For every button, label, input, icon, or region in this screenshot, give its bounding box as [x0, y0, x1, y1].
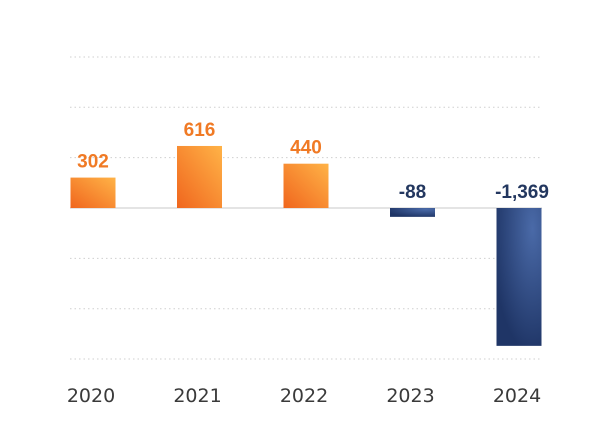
bars — [70, 145, 542, 346]
bar-2024 — [496, 208, 542, 346]
value-label-2024: -1,369 — [495, 182, 549, 203]
bar-2020 — [70, 177, 116, 208]
x-tick-labels: 2020 2021 2022 2023 2024 — [67, 385, 541, 407]
bar-2023 — [390, 208, 435, 217]
x-tick-2024: 2024 — [493, 385, 541, 407]
x-tick-2023: 2023 — [386, 385, 434, 407]
value-label-2022: 440 — [290, 138, 322, 159]
x-tick-2021: 2021 — [173, 385, 221, 407]
value-labels: 302 616 440 -88 -1,369 — [77, 120, 549, 203]
x-tick-2020: 2020 — [67, 385, 115, 407]
bar-2022 — [283, 163, 329, 208]
x-tick-2022: 2022 — [280, 385, 328, 407]
bar-2021 — [177, 145, 222, 208]
value-label-2020: 302 — [77, 152, 109, 173]
value-label-2023: -88 — [399, 182, 426, 203]
value-label-2021: 616 — [184, 120, 216, 141]
